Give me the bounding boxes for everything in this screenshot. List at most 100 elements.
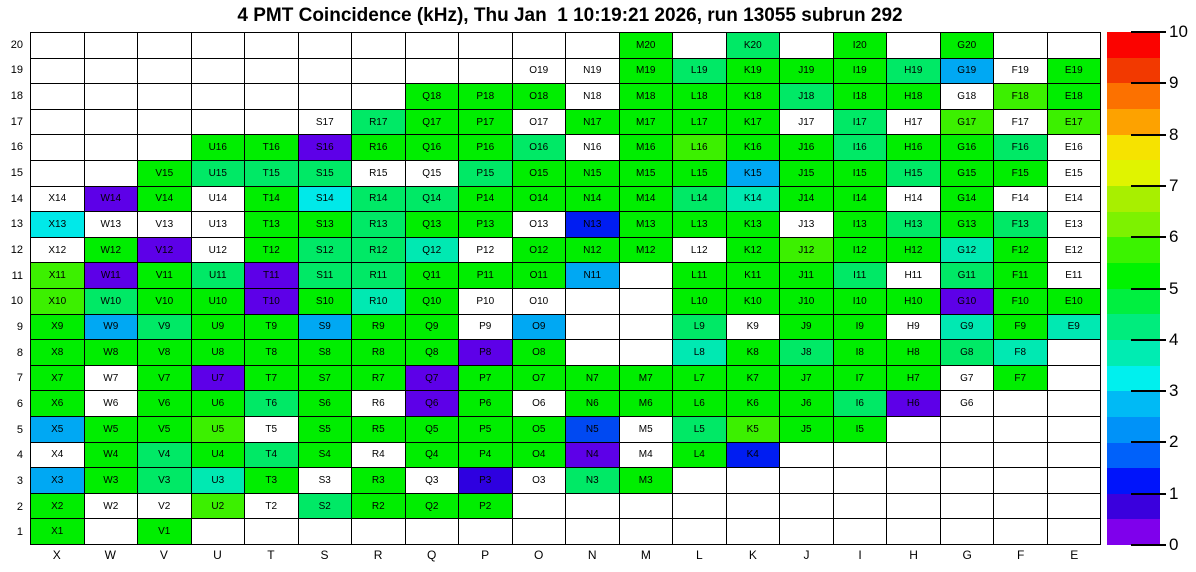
empty-cell <box>459 58 513 85</box>
cell-label: H9 <box>906 321 920 333</box>
cell-N14: N14 <box>566 186 620 213</box>
empty-cell <box>994 417 1048 443</box>
cell-label: R11 <box>369 270 388 282</box>
x-tick-label-X: X <box>52 548 61 562</box>
cell-label: G20 <box>957 39 977 51</box>
y-tick-label-18: 18 <box>10 90 23 103</box>
cell-U4: U4 <box>191 442 245 469</box>
cell-label: F17 <box>1011 116 1029 128</box>
cell-label: F19 <box>1011 65 1029 77</box>
cell-M15: M15 <box>619 161 673 187</box>
cell-W2: W2 <box>84 493 138 520</box>
cell-H19: H19 <box>887 58 941 85</box>
cell-label: J12 <box>798 244 815 256</box>
cell-X11: X11 <box>31 263 85 289</box>
cell-label: S12 <box>315 244 334 256</box>
empty-cell <box>84 135 138 161</box>
cell-label: V8 <box>158 346 171 358</box>
cell-label: U16 <box>208 142 227 154</box>
cell-L15: L15 <box>673 161 727 187</box>
cell-label: O6 <box>532 398 546 410</box>
cell-label: I20 <box>852 39 867 51</box>
cell-label: U13 <box>208 218 227 230</box>
cell-H13: H13 <box>887 212 941 238</box>
cell-T8: T8 <box>245 340 299 366</box>
cell-L18: L18 <box>673 84 727 110</box>
cell-label: K16 <box>743 142 762 154</box>
cell-Q14: Q14 <box>405 186 459 213</box>
cell-label: N13 <box>583 218 602 230</box>
y-tick-label-7: 7 <box>16 372 23 385</box>
colorbar-tick <box>1131 544 1166 546</box>
y-tick-label-20: 20 <box>10 38 23 51</box>
cell-label: R6 <box>371 398 385 410</box>
cell-I10: I10 <box>833 289 887 315</box>
cell-label: Q2 <box>425 500 439 512</box>
empty-cell <box>31 84 85 110</box>
empty-cell <box>887 468 941 494</box>
cell-label: Q10 <box>422 295 442 307</box>
cell-label: H15 <box>904 167 923 179</box>
cell-label: V2 <box>158 500 171 512</box>
cell-G9: G9 <box>940 314 994 341</box>
cell-label: G8 <box>960 346 974 358</box>
empty-cell <box>138 109 192 136</box>
cell-J8: J8 <box>780 340 834 366</box>
cell-Q4: Q4 <box>405 442 459 469</box>
cell-label: L12 <box>690 244 708 256</box>
empty-cell <box>191 519 245 545</box>
cell-O14: O14 <box>512 186 566 213</box>
cell-V9: V9 <box>138 314 192 341</box>
cell-label: F14 <box>1011 193 1029 205</box>
cell-O19: O19 <box>512 58 566 85</box>
cell-label: H16 <box>904 142 923 154</box>
cell-O18: O18 <box>512 84 566 110</box>
cell-O3: O3 <box>512 468 566 494</box>
cell-I8: I8 <box>833 340 887 366</box>
cell-label: Q5 <box>425 423 439 435</box>
cell-label: W10 <box>100 295 122 307</box>
cell-V10: V10 <box>138 289 192 315</box>
cell-label: J14 <box>798 193 815 205</box>
cell-G18: G18 <box>940 84 994 110</box>
cell-label: P6 <box>479 398 492 410</box>
cell-label: R15 <box>369 167 388 179</box>
cell-M16: M16 <box>619 135 673 161</box>
cell-E18: E18 <box>1047 84 1101 110</box>
cell-J17: J17 <box>780 109 834 136</box>
cell-Q3: Q3 <box>405 468 459 494</box>
cell-label: P11 <box>476 270 494 282</box>
cell-S13: S13 <box>298 212 352 238</box>
cell-E14: E14 <box>1047 186 1101 213</box>
y-tick-label-13: 13 <box>10 218 23 231</box>
empty-cell <box>726 493 780 520</box>
chart-title: 4 PMT Coincidence (kHz), Thu Jan 1 10:19… <box>237 5 903 26</box>
cell-R2: R2 <box>352 493 406 520</box>
cell-label: G14 <box>957 193 977 205</box>
cell-label: X14 <box>48 193 67 205</box>
y-tick-label-9: 9 <box>16 320 23 333</box>
empty-cell <box>566 519 620 545</box>
cell-J6: J6 <box>780 391 834 417</box>
cell-O15: O15 <box>512 161 566 187</box>
empty-cell <box>138 58 192 85</box>
cell-O9: O9 <box>512 314 566 341</box>
cell-E12: E12 <box>1047 237 1101 264</box>
cell-R12: R12 <box>352 237 406 264</box>
cell-label: J19 <box>798 65 815 77</box>
cell-label: L19 <box>690 65 708 77</box>
colorbar-tick-label-5: 5 <box>1169 278 1179 298</box>
cell-label: S6 <box>318 398 331 410</box>
cell-label: J15 <box>798 167 815 179</box>
cell-W13: W13 <box>84 212 138 238</box>
cell-K6: K6 <box>726 391 780 417</box>
cell-label: J6 <box>800 398 812 410</box>
cell-label: L9 <box>693 321 705 333</box>
cell-label: R4 <box>371 449 385 461</box>
cell-U15: U15 <box>191 161 245 187</box>
cell-M13: M13 <box>619 212 673 238</box>
cell-L10: L10 <box>673 289 727 315</box>
cell-L14: L14 <box>673 186 727 213</box>
cell-T10: T10 <box>245 289 299 315</box>
